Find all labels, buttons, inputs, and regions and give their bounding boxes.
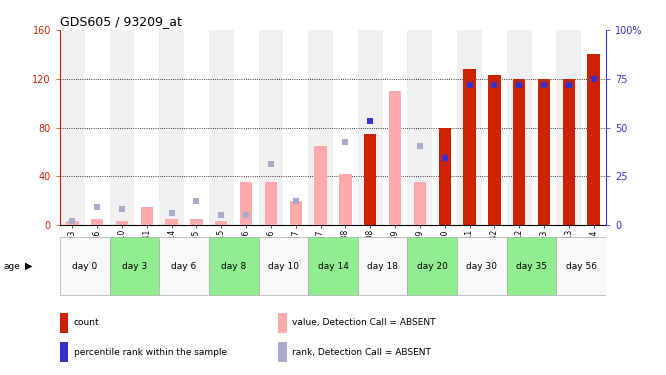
Text: value, Detection Call = ABSENT: value, Detection Call = ABSENT — [292, 318, 436, 327]
Bar — [556, 30, 581, 225]
Bar — [538, 79, 550, 225]
Text: day 20: day 20 — [417, 262, 448, 271]
Bar — [507, 237, 556, 295]
Bar — [209, 30, 234, 225]
Text: day 14: day 14 — [318, 262, 348, 271]
Bar — [314, 146, 327, 225]
Bar — [265, 182, 277, 225]
Text: day 10: day 10 — [268, 262, 299, 271]
Bar — [215, 221, 228, 225]
Bar — [60, 342, 68, 363]
Bar — [85, 30, 110, 225]
Bar — [141, 207, 153, 225]
Bar — [290, 201, 302, 225]
Bar — [60, 30, 85, 225]
Text: day 6: day 6 — [171, 262, 196, 271]
Bar — [116, 221, 128, 225]
Text: rank, Detection Call = ABSENT: rank, Detection Call = ABSENT — [292, 348, 431, 357]
Text: day 8: day 8 — [221, 262, 246, 271]
Bar — [364, 134, 376, 225]
Text: percentile rank within the sample: percentile rank within the sample — [73, 348, 226, 357]
Bar — [278, 312, 286, 333]
Bar — [159, 237, 209, 295]
Text: ▶: ▶ — [25, 261, 33, 271]
Bar — [358, 30, 383, 225]
Bar — [432, 30, 457, 225]
Bar — [110, 30, 135, 225]
Bar — [66, 221, 79, 225]
Bar — [408, 30, 432, 225]
Bar — [110, 237, 159, 295]
Bar — [258, 30, 283, 225]
Text: GDS605 / 93209_at: GDS605 / 93209_at — [60, 15, 182, 28]
Bar — [91, 219, 103, 225]
Bar — [507, 30, 531, 225]
Bar — [457, 237, 507, 295]
Bar — [60, 312, 68, 333]
Bar — [159, 30, 184, 225]
Text: day 30: day 30 — [466, 262, 498, 271]
Bar — [408, 237, 457, 295]
Bar — [389, 91, 402, 225]
Bar — [234, 30, 258, 225]
Bar — [60, 237, 110, 295]
Bar — [184, 30, 209, 225]
Bar — [414, 182, 426, 225]
Bar — [563, 79, 575, 225]
Bar — [464, 69, 476, 225]
Bar — [587, 54, 600, 225]
Bar — [190, 219, 202, 225]
Bar — [556, 237, 606, 295]
Bar — [358, 237, 408, 295]
Bar — [135, 30, 159, 225]
Bar — [209, 237, 258, 295]
Text: age: age — [3, 262, 20, 271]
Bar — [308, 237, 358, 295]
Text: day 0: day 0 — [72, 262, 97, 271]
Bar — [531, 30, 556, 225]
Bar — [438, 128, 451, 225]
Bar — [482, 30, 507, 225]
Text: count: count — [73, 318, 99, 327]
Bar — [283, 30, 308, 225]
Bar — [339, 174, 352, 225]
Bar — [165, 219, 178, 225]
Bar — [383, 30, 408, 225]
Bar — [333, 30, 358, 225]
Text: day 18: day 18 — [367, 262, 398, 271]
Text: day 35: day 35 — [516, 262, 547, 271]
Bar — [278, 342, 286, 363]
Bar — [457, 30, 482, 225]
Bar — [581, 30, 606, 225]
Bar — [308, 30, 333, 225]
Bar — [258, 237, 308, 295]
Bar — [488, 75, 501, 225]
Bar — [513, 79, 525, 225]
Text: day 3: day 3 — [122, 262, 147, 271]
Bar — [240, 182, 252, 225]
Text: day 56: day 56 — [565, 262, 597, 271]
